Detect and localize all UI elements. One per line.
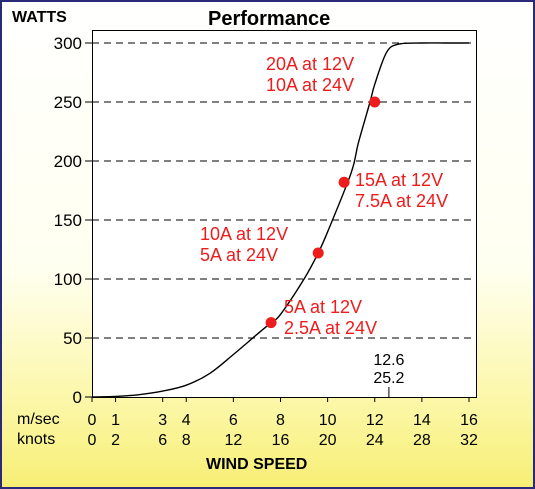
point-label: 7.5A at 24V	[355, 191, 448, 211]
plot-area	[92, 30, 477, 398]
x-tick-label-knots: 28	[413, 432, 431, 449]
x-tick-label-knots: 2	[111, 432, 120, 449]
point-label: 20A at 12V	[266, 54, 354, 74]
y-tick-label: 100	[54, 270, 82, 289]
data-point	[312, 247, 324, 259]
data-point	[369, 96, 381, 108]
x-tick-label-knots: 0	[88, 432, 97, 449]
x-tick-label-knots: 24	[366, 432, 384, 449]
data-point	[338, 176, 350, 188]
x-tick-label-knots: 12	[224, 432, 242, 449]
x-axis-label: WIND SPEED	[206, 456, 308, 473]
x-tick-label-knots: 20	[319, 432, 337, 449]
data-point	[265, 317, 277, 329]
point-label: 5A at 24V	[200, 245, 278, 265]
x-tick-label-msec: 12	[366, 412, 384, 429]
x-tick-label-knots: 16	[272, 432, 290, 449]
y-tick-label: 300	[54, 34, 82, 53]
y-tick-label: 150	[54, 211, 82, 230]
power-curve	[91, 42, 469, 398]
point-label: 2.5A at 24V	[284, 318, 377, 338]
point-label: 10A at 12V	[200, 224, 288, 244]
y-axis-label: WATTS	[12, 9, 67, 26]
x-tick-label-msec: 0	[88, 412, 97, 429]
x-tick-label-msec: 6	[229, 412, 238, 429]
y-tick-label: 250	[54, 93, 82, 112]
annotation-label: 12.6	[373, 352, 404, 369]
chart-title: Performance	[208, 8, 331, 30]
x-tick-label-knots: 8	[182, 432, 191, 449]
x-tick-label-knots: 32	[460, 432, 478, 449]
y-tick-label: 0	[73, 388, 82, 407]
x-tick-label-msec: 1	[111, 412, 120, 429]
x-tick-label-knots: 6	[158, 432, 167, 449]
point-label: 5A at 12V	[284, 297, 362, 317]
point-label: 10A at 24V	[266, 75, 354, 95]
x-tick-label-msec: 14	[413, 412, 431, 429]
x-tick-label-msec: 16	[460, 412, 478, 429]
x-tick-label-msec: 4	[182, 412, 191, 429]
x-row-label-msec: m/sec	[17, 411, 60, 428]
x-tick-label-msec: 10	[319, 412, 337, 429]
x-tick-label-msec: 8	[276, 412, 285, 429]
annotation-label: 25.2	[373, 370, 404, 387]
point-label: 15A at 12V	[355, 170, 443, 190]
y-tick-label: 50	[63, 329, 82, 348]
y-tick-label: 200	[54, 152, 82, 171]
x-tick-label-msec: 3	[158, 412, 167, 429]
x-row-label-knots: knots	[17, 431, 56, 448]
